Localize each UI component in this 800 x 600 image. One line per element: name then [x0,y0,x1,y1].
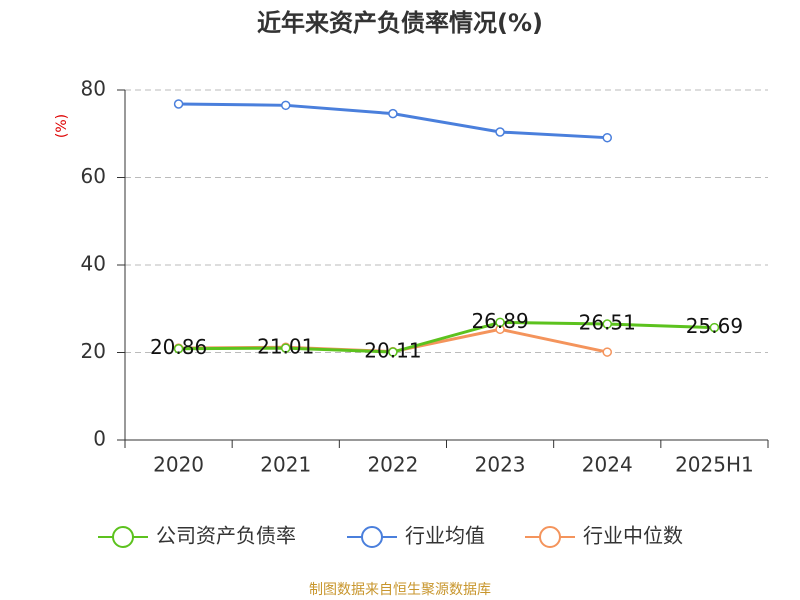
y-tick-label: 80 [81,77,106,101]
point [602,319,612,329]
x-tick-label: 2022 [367,453,418,477]
point [173,343,184,354]
legend-label: 行业均值 [405,524,485,548]
legend-marker [112,526,134,548]
source-note: 制图数据来自恒生聚源数据库 [309,582,491,598]
point [709,322,720,333]
point [495,127,505,137]
chart-title: 近年来资产负债率情况(%) [257,9,543,37]
x-tick-label: 2023 [475,453,526,477]
data-label: 26.89 [471,309,528,333]
data-label: 20.11 [364,339,421,363]
y-tick-label: 60 [81,164,106,188]
point [495,317,505,328]
y-tick-label: 20 [81,339,106,363]
legend-label: 行业中位数 [583,524,683,548]
point [173,99,184,109]
point [281,100,291,111]
legend-marker [539,526,561,548]
series-line [178,320,715,354]
point [602,132,612,143]
data-label: 25.69 [686,314,743,338]
y-tick-label: 40 [81,252,106,276]
point [602,347,612,357]
point [388,347,398,357]
x-tick-label: 2025H1 [675,453,754,477]
point [388,108,398,119]
point [281,343,291,353]
y-tick-label: 0 [93,427,106,451]
legend-marker [361,526,383,548]
data-label: 26.51 [579,311,636,335]
x-tick-label: 2024 [582,453,633,477]
legend-label: 公司资产负债率 [156,524,296,548]
x-tick-label: 2021 [260,453,311,477]
data-label: 20.86 [150,335,207,359]
y-axis-label: (%) [54,114,70,138]
data-label: 21.01 [257,335,314,359]
x-tick-label: 2020 [153,453,204,477]
